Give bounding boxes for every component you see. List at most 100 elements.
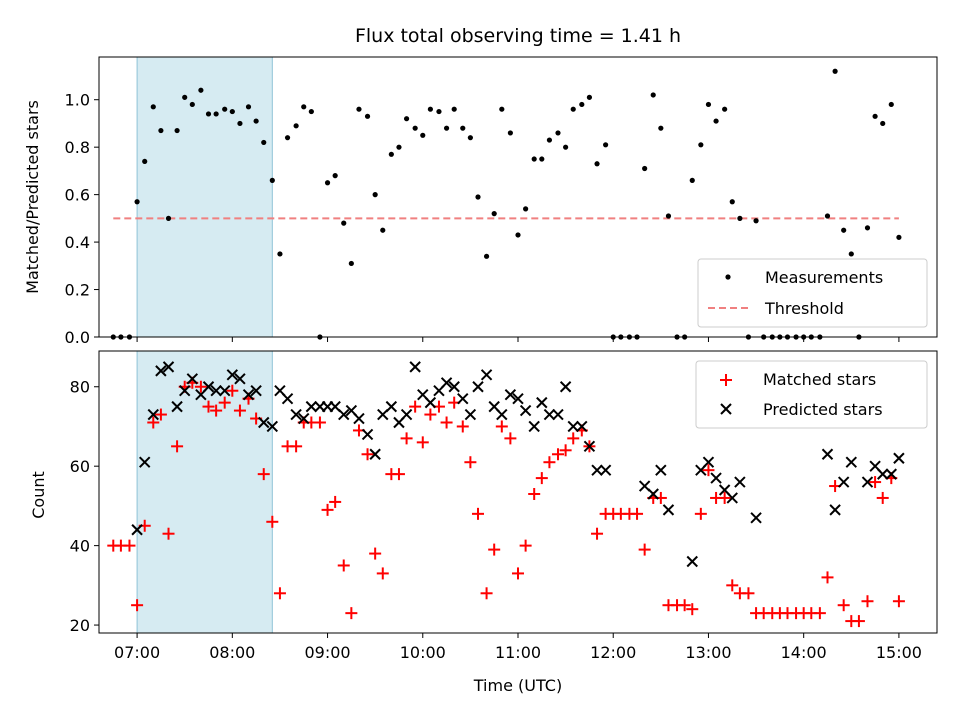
matched-stars-point bbox=[535, 472, 548, 485]
measurements-point bbox=[594, 161, 600, 167]
matched-stars-point bbox=[345, 607, 358, 620]
measurements-point bbox=[332, 173, 338, 179]
predicted-stars-point bbox=[266, 420, 279, 433]
measurements-point bbox=[174, 127, 180, 134]
matched-stars-point bbox=[702, 464, 715, 477]
measurements-point bbox=[555, 130, 561, 136]
predicted-stars-point bbox=[171, 400, 183, 413]
matched-stars-point bbox=[162, 527, 175, 540]
measurements-point bbox=[642, 165, 648, 172]
matched-stars-point bbox=[194, 380, 207, 393]
matched-stars-point bbox=[329, 495, 342, 508]
chart-title: Flux total observing time = 1.41 h bbox=[355, 25, 681, 47]
predicted-stars-point bbox=[186, 373, 199, 385]
predicted-stars-point bbox=[305, 400, 318, 413]
legend-measurements-marker bbox=[725, 274, 731, 280]
matched-stars-point bbox=[591, 527, 604, 540]
measurements-point bbox=[515, 232, 521, 238]
measurements-point bbox=[388, 151, 394, 157]
shaded-time-span bbox=[136, 350, 273, 634]
bottom-y-axis-label: Count bbox=[29, 471, 48, 519]
matched-stars-point bbox=[528, 487, 541, 500]
matched-stars-point bbox=[361, 448, 374, 461]
x-tick-label: 15:00 bbox=[876, 643, 922, 662]
matched-stars-point bbox=[480, 587, 493, 600]
predicted-stars-point bbox=[512, 392, 524, 405]
y-tick-label: 40 bbox=[70, 537, 90, 556]
measurements-point bbox=[427, 106, 433, 112]
predicted-stars-point bbox=[464, 408, 477, 421]
bottom-legend: Matched stars Predicted stars bbox=[695, 360, 928, 429]
matched-stars-point bbox=[337, 559, 350, 572]
predicted-stars-point bbox=[472, 381, 484, 393]
legend-predicted-marker bbox=[720, 403, 732, 415]
measurements-point bbox=[253, 118, 259, 124]
measurements-point bbox=[245, 104, 252, 110]
measurements-point bbox=[277, 251, 283, 257]
legend-threshold-label: Threshold bbox=[764, 299, 844, 318]
measurements-point bbox=[269, 177, 275, 183]
measurements-point bbox=[546, 137, 553, 143]
measurements-point bbox=[880, 120, 886, 127]
measurements-point bbox=[261, 139, 267, 146]
x-tick-label: 09:00 bbox=[304, 643, 350, 662]
y-tick-label: 60 bbox=[70, 457, 90, 476]
matched-stars-point bbox=[218, 396, 231, 409]
matched-stars-point bbox=[837, 599, 850, 612]
measurements-point bbox=[205, 111, 212, 117]
y-tick-label: 1.0 bbox=[65, 91, 90, 110]
measurements-point bbox=[301, 104, 307, 110]
measurements-point bbox=[603, 142, 609, 148]
x-tick-label: 12:00 bbox=[590, 643, 636, 662]
matched-stars-point bbox=[409, 400, 422, 413]
measurements-point bbox=[841, 227, 847, 233]
legend-measurements-label: Measurements bbox=[765, 268, 883, 287]
measurements-point bbox=[420, 132, 426, 138]
measurements-point bbox=[491, 211, 497, 217]
measurements-point bbox=[142, 158, 148, 165]
measurements-point bbox=[729, 199, 735, 205]
predicted-stars-point bbox=[734, 476, 746, 488]
measurements-point bbox=[380, 227, 386, 233]
matched-stars-point bbox=[861, 595, 874, 608]
matched-stars-point bbox=[321, 503, 334, 516]
measurements-point bbox=[356, 106, 362, 112]
predicted-stars-point bbox=[290, 408, 302, 421]
measurements-point bbox=[443, 125, 450, 131]
predicted-stars-point bbox=[750, 512, 762, 524]
measurements-point bbox=[658, 125, 664, 131]
measurements-point bbox=[372, 192, 378, 198]
matched-stars-point bbox=[543, 456, 556, 469]
measurements-point bbox=[436, 108, 442, 115]
predicted-stars-point bbox=[893, 452, 905, 464]
measurements-point bbox=[222, 106, 228, 112]
matched-stars-point bbox=[892, 595, 905, 608]
predicted-stars-point bbox=[686, 555, 698, 568]
predicted-stars-point bbox=[559, 381, 572, 393]
measurements-point bbox=[705, 101, 712, 108]
matched-stars-point bbox=[313, 416, 326, 429]
predicted-stars-point bbox=[861, 476, 874, 488]
predicted-stars-point bbox=[662, 504, 675, 516]
predicted-stars-point bbox=[496, 408, 508, 421]
measurements-point bbox=[324, 180, 331, 186]
measurements-point bbox=[539, 156, 545, 162]
predicted-stars-point bbox=[583, 440, 596, 453]
measurements-point bbox=[189, 101, 195, 108]
measurements-point bbox=[284, 135, 291, 141]
measurements-point bbox=[467, 135, 473, 141]
measurements-point bbox=[650, 92, 656, 98]
matched-stars-point bbox=[821, 571, 834, 584]
matched-stars-point bbox=[876, 491, 889, 504]
measurements-point bbox=[483, 253, 490, 259]
shaded-time-span bbox=[136, 56, 273, 338]
measurements-point bbox=[698, 142, 704, 148]
matched-stars-point bbox=[424, 408, 437, 421]
matched-stars-point bbox=[257, 468, 270, 481]
predicted-stars-point bbox=[845, 456, 858, 468]
measurements-point bbox=[182, 94, 188, 100]
matched-stars-point bbox=[551, 448, 564, 461]
measurements-point bbox=[824, 213, 831, 219]
predicted-stars-point bbox=[298, 412, 310, 425]
measurements-point bbox=[396, 144, 402, 150]
